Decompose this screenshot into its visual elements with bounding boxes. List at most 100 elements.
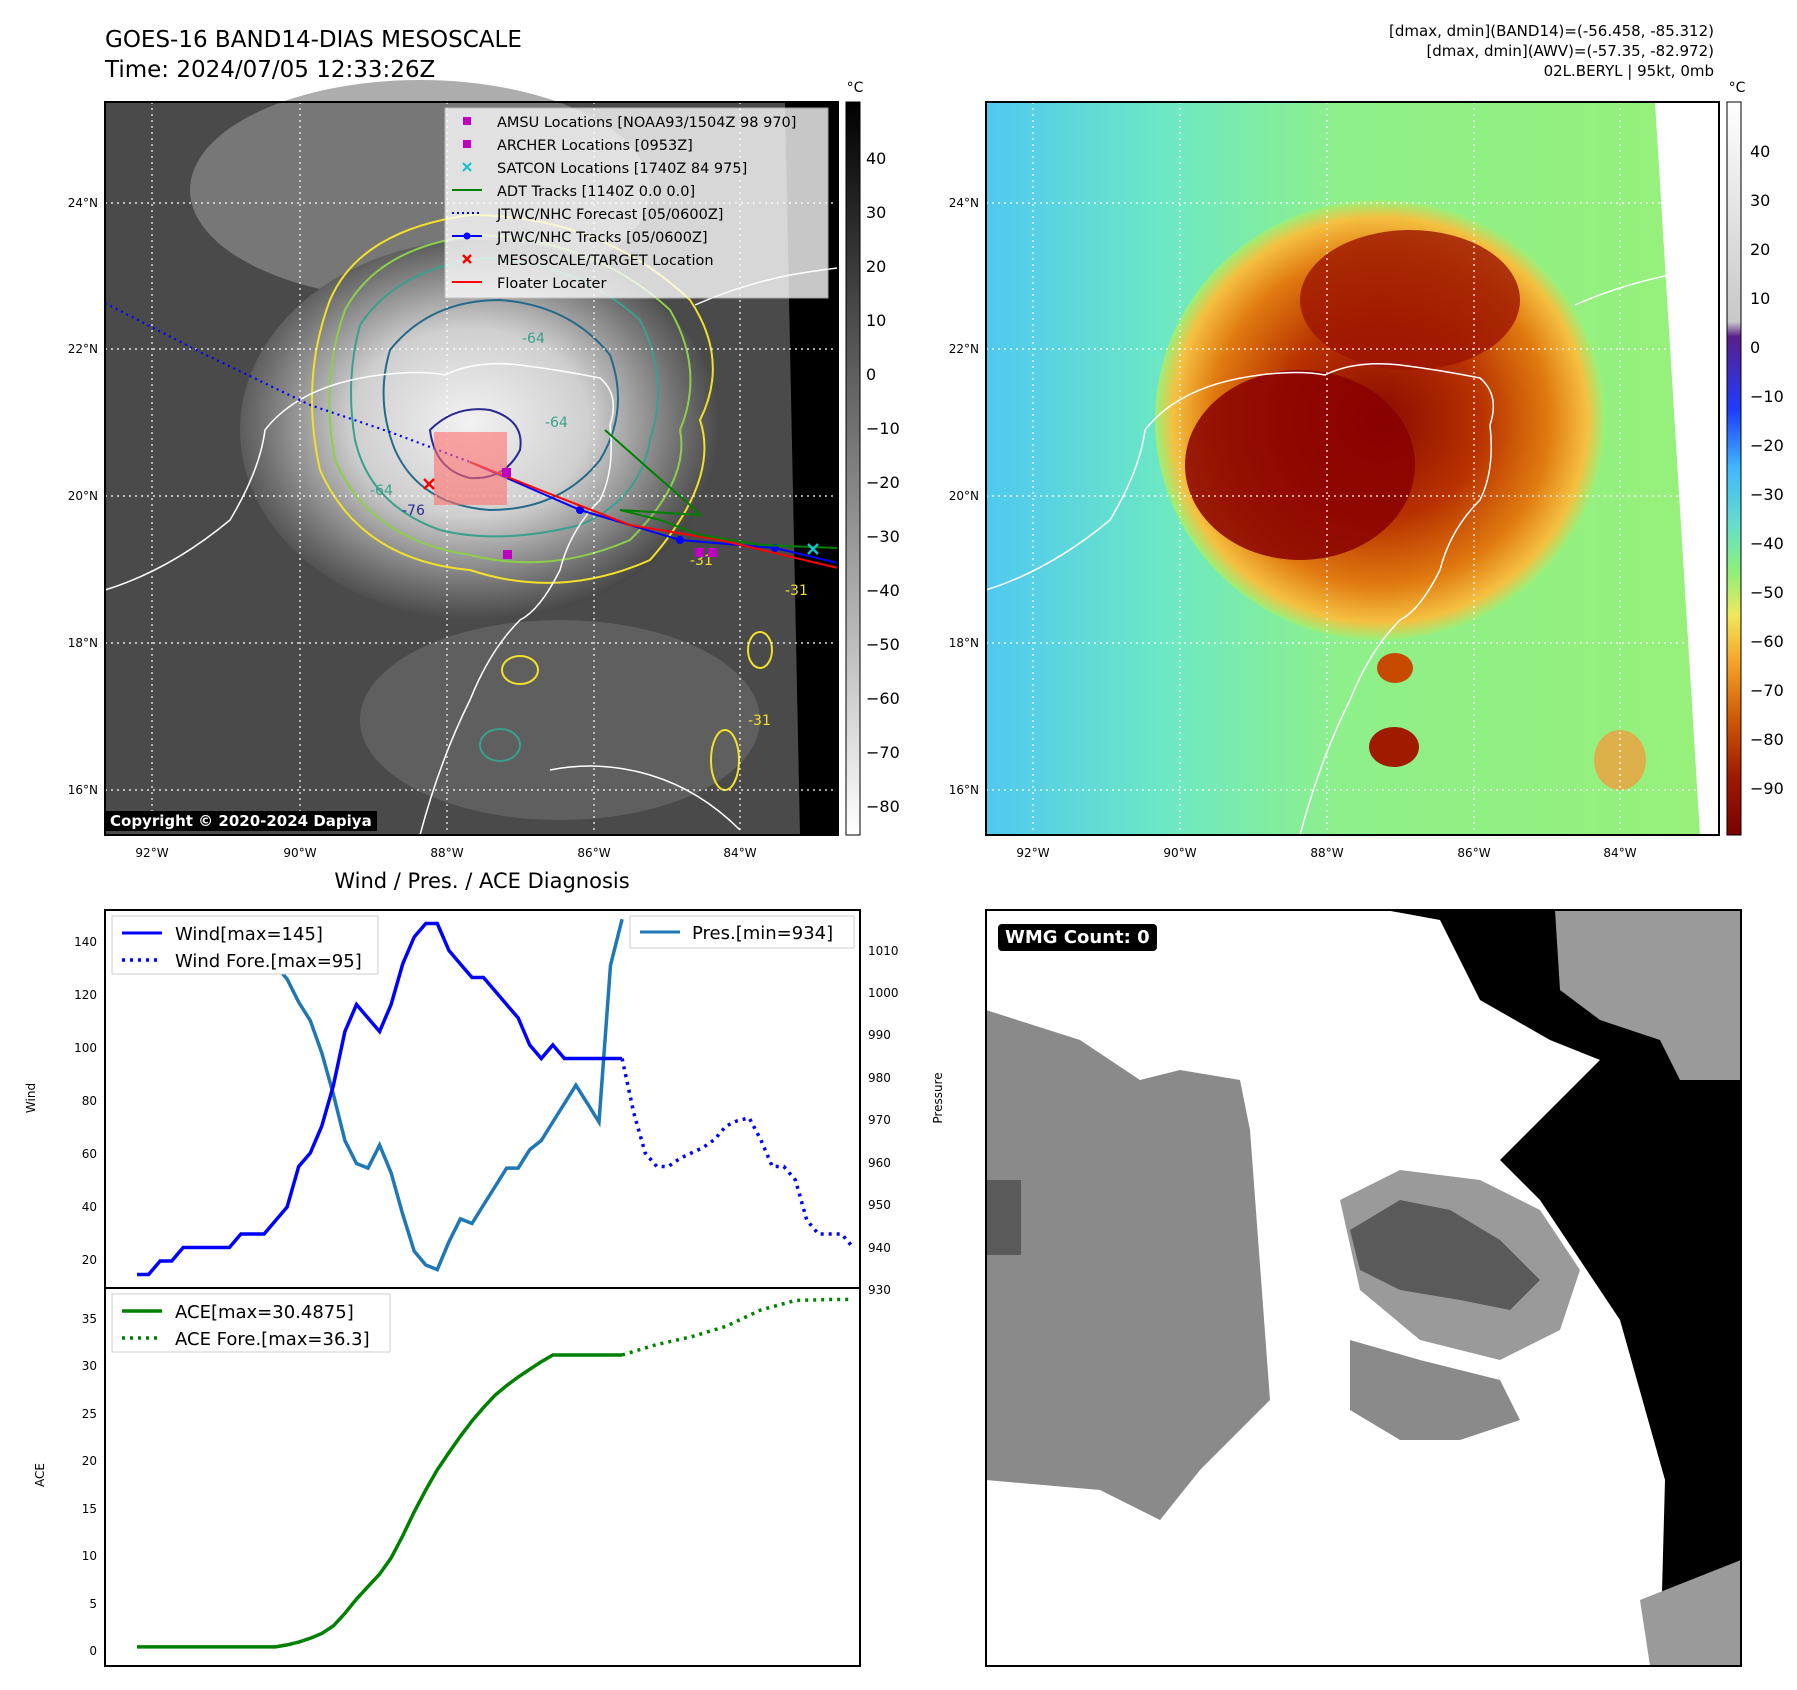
- color-colorbar-tick: −30: [1750, 485, 1784, 504]
- cell-contour-a: [501, 655, 539, 685]
- lat-label: 16°N: [949, 783, 979, 797]
- ace-ytick: 0: [89, 1644, 97, 1658]
- gray-colorbar-tick: 40: [866, 149, 886, 168]
- ace-ytick: 25: [82, 1407, 97, 1421]
- ace-legend-label: ACE[max=30.4875]: [175, 1302, 354, 1323]
- legend-label: ARCHER Locations [0953Z]: [497, 138, 693, 154]
- ir-color-lat-labels: 24°N 22°N 20°N 18°N 16°N: [949, 196, 979, 797]
- wmg-dark-center: [1350, 1200, 1540, 1310]
- wmg-gray-topright: [1555, 910, 1741, 1080]
- ir-gray-lat-labels: 24°N 22°N 20°N 18°N 16°N: [68, 196, 98, 797]
- ace-fore-legend-label: ACE Fore.[max=36.3]: [175, 1329, 370, 1350]
- lon-label: 86°W: [1457, 846, 1490, 860]
- diagnosis-panel-title: Wind / Pres. / ACE Diagnosis: [334, 869, 629, 893]
- wind-fore-legend-label: Wind Fore.[max=95]: [175, 951, 362, 972]
- pressure-ytick: 1000: [868, 986, 899, 1000]
- gray-colorbar-tick: −10: [866, 419, 900, 438]
- gray-colorbar-tick: −30: [866, 527, 900, 546]
- gray-colorbar-tick: −70: [866, 743, 900, 762]
- figure-title: GOES-16 BAND14-DIAS MESOSCALE: [105, 27, 522, 53]
- gray-colorbar-unit: °C: [847, 80, 864, 96]
- color-colorbar-tick: 0: [1750, 338, 1760, 357]
- archer-location-marker: [502, 468, 511, 477]
- lat-label: 18°N: [68, 636, 98, 650]
- amsu-location-marker: [708, 548, 717, 557]
- pressure-axis-label: Pressure: [931, 1072, 945, 1123]
- wind-legend-box: [111, 915, 379, 975]
- cloud-mass-south: [360, 620, 760, 820]
- amsu-location-marker: [503, 550, 512, 559]
- ace-series-line: [137, 1353, 623, 1649]
- wmg-frame: [985, 909, 1742, 1667]
- gray-colorbar-tick: −50: [866, 635, 900, 654]
- wmg-count-badge: WMG Count: 0: [998, 924, 1157, 951]
- color-coastline-cuba: [1574, 267, 1720, 306]
- wind-ytick: 20: [82, 1253, 97, 1267]
- gray-colorbar-tick: 20: [866, 257, 886, 276]
- lon-label: 88°W: [1310, 846, 1343, 860]
- legend-marker-archer: [463, 140, 471, 148]
- lon-label: 90°W: [283, 846, 316, 860]
- color-colorbar-tick: 10: [1750, 289, 1770, 308]
- pressure-ytick: 980: [868, 1071, 891, 1085]
- legend-marker-tracks-dot: [463, 232, 471, 240]
- color-colorbar-bar: [1726, 101, 1742, 836]
- legend-box: [444, 107, 829, 299]
- storm-color-eye-region: [1185, 370, 1415, 560]
- gray-colorbar-tick: 0: [866, 365, 876, 384]
- legend-label: Floater Locater: [497, 276, 606, 292]
- contour-label: -76: [402, 503, 425, 519]
- color-cell-b: [1369, 727, 1419, 767]
- coastline-mexico: [104, 363, 521, 591]
- contour-label: -64: [370, 483, 393, 499]
- color-coastline-yucatan: [1299, 364, 1495, 836]
- wmg-gray-left: [986, 1010, 1270, 1520]
- pressure-legend: Pres.[min=934]: [629, 915, 855, 949]
- wmg-gray-lower: [1350, 1340, 1520, 1440]
- wind-series-line: [137, 921, 623, 1277]
- wind-legend-label: Wind[max=145]: [175, 924, 323, 945]
- wmg-dark-patch: [986, 1180, 1021, 1255]
- ace-ytick: 5: [89, 1597, 97, 1611]
- wind-ytick: 80: [82, 1094, 97, 1108]
- gray-colorbar-tick: −40: [866, 581, 900, 600]
- ace-legend-box: [111, 1293, 391, 1353]
- wind-axis-label: Wind: [24, 1083, 38, 1113]
- wind-ytick: 100: [74, 1041, 97, 1055]
- legend-marker-satcon: [462, 162, 472, 172]
- color-colorbar-tick: −80: [1750, 730, 1784, 749]
- pressure-ytick: 950: [868, 1198, 891, 1212]
- lon-label: 88°W: [430, 846, 463, 860]
- color-colorbar-tick: 40: [1750, 142, 1770, 161]
- color-colorbar-tick: −60: [1750, 632, 1784, 651]
- gray-colorbar-tick: −20: [866, 473, 900, 492]
- lat-label: 22°N: [68, 342, 98, 356]
- contour-label: -64: [522, 331, 545, 347]
- cell-contour-d: [747, 631, 773, 669]
- color-colorbar-tick: −10: [1750, 387, 1784, 406]
- ace-ytick: 15: [82, 1502, 97, 1516]
- legend-label: JTWC/NHC Tracks [05/0600Z]: [496, 230, 708, 246]
- contour-64: [382, 298, 619, 512]
- color-cell-a: [1377, 653, 1413, 683]
- jtwc-nhc-track-point: [576, 506, 584, 514]
- legend-marker-mesoscale: [462, 254, 472, 264]
- satcon-location-marker: [807, 543, 819, 555]
- contour-label: -64: [545, 415, 568, 431]
- color-colorbar-tick: 30: [1750, 191, 1770, 210]
- ir-color-map: [985, 101, 1720, 836]
- lat-label: 22°N: [949, 342, 979, 356]
- wmg-dark-region-right: [1385, 910, 1741, 1666]
- pressure-ytick: 940: [868, 1241, 891, 1255]
- ace-axis-label: ACE: [33, 1463, 47, 1487]
- jtwc-nhc-forecast-track: [104, 302, 471, 464]
- pressure-ytick: 990: [868, 1028, 891, 1042]
- figure-time: Time: 2024/07/05 12:33:26Z: [105, 57, 436, 83]
- contour-label: -31: [748, 713, 771, 729]
- info-line-2: [dmax, dmin](AWV)=(-57.35, -82.972): [1426, 42, 1714, 60]
- info-line-1: [dmax, dmin](BAND14)=(-56.458, -85.312): [1389, 22, 1714, 40]
- pressure-yticks: 1010 1000 990 980 970 960 950 940 930: [868, 944, 899, 1297]
- ace-ytick: 35: [82, 1312, 97, 1326]
- color-colorbar-tick: 20: [1750, 240, 1770, 259]
- color-cell-c: [1594, 730, 1646, 790]
